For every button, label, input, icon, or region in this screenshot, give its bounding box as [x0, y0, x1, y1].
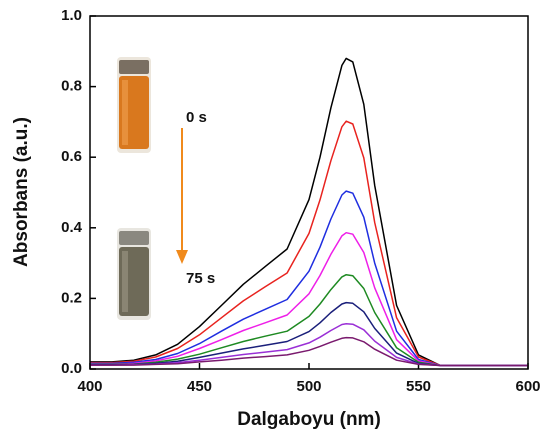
y-tick-label: 0.4 — [61, 219, 83, 236]
y-tick-label: 0.0 — [61, 360, 82, 377]
annotation: 0 s — [186, 109, 207, 126]
y-tick-label: 0.2 — [61, 289, 82, 306]
x-tick-label: 600 — [515, 378, 540, 395]
x-tick-label: 500 — [296, 378, 321, 395]
y-tick-label: 0.8 — [61, 78, 82, 95]
y-axis-title: Absorbans (a.u.) — [11, 117, 32, 267]
x-tick-label: 400 — [77, 378, 102, 395]
x-tick-label: 450 — [187, 378, 212, 395]
annotation: 75 s — [186, 270, 215, 287]
chart: 0 s 75 s Dalgaboyu (nm) Absorbans (a.u.)… — [0, 0, 546, 441]
vial-final — [117, 228, 151, 320]
vial-initial — [117, 57, 151, 153]
x-tick-label: 550 — [406, 378, 431, 395]
x-axis-title: Dalgaboyu (nm) — [237, 409, 381, 430]
y-tick-label: 1.0 — [61, 7, 82, 24]
y-tick-label: 0.6 — [61, 148, 82, 165]
